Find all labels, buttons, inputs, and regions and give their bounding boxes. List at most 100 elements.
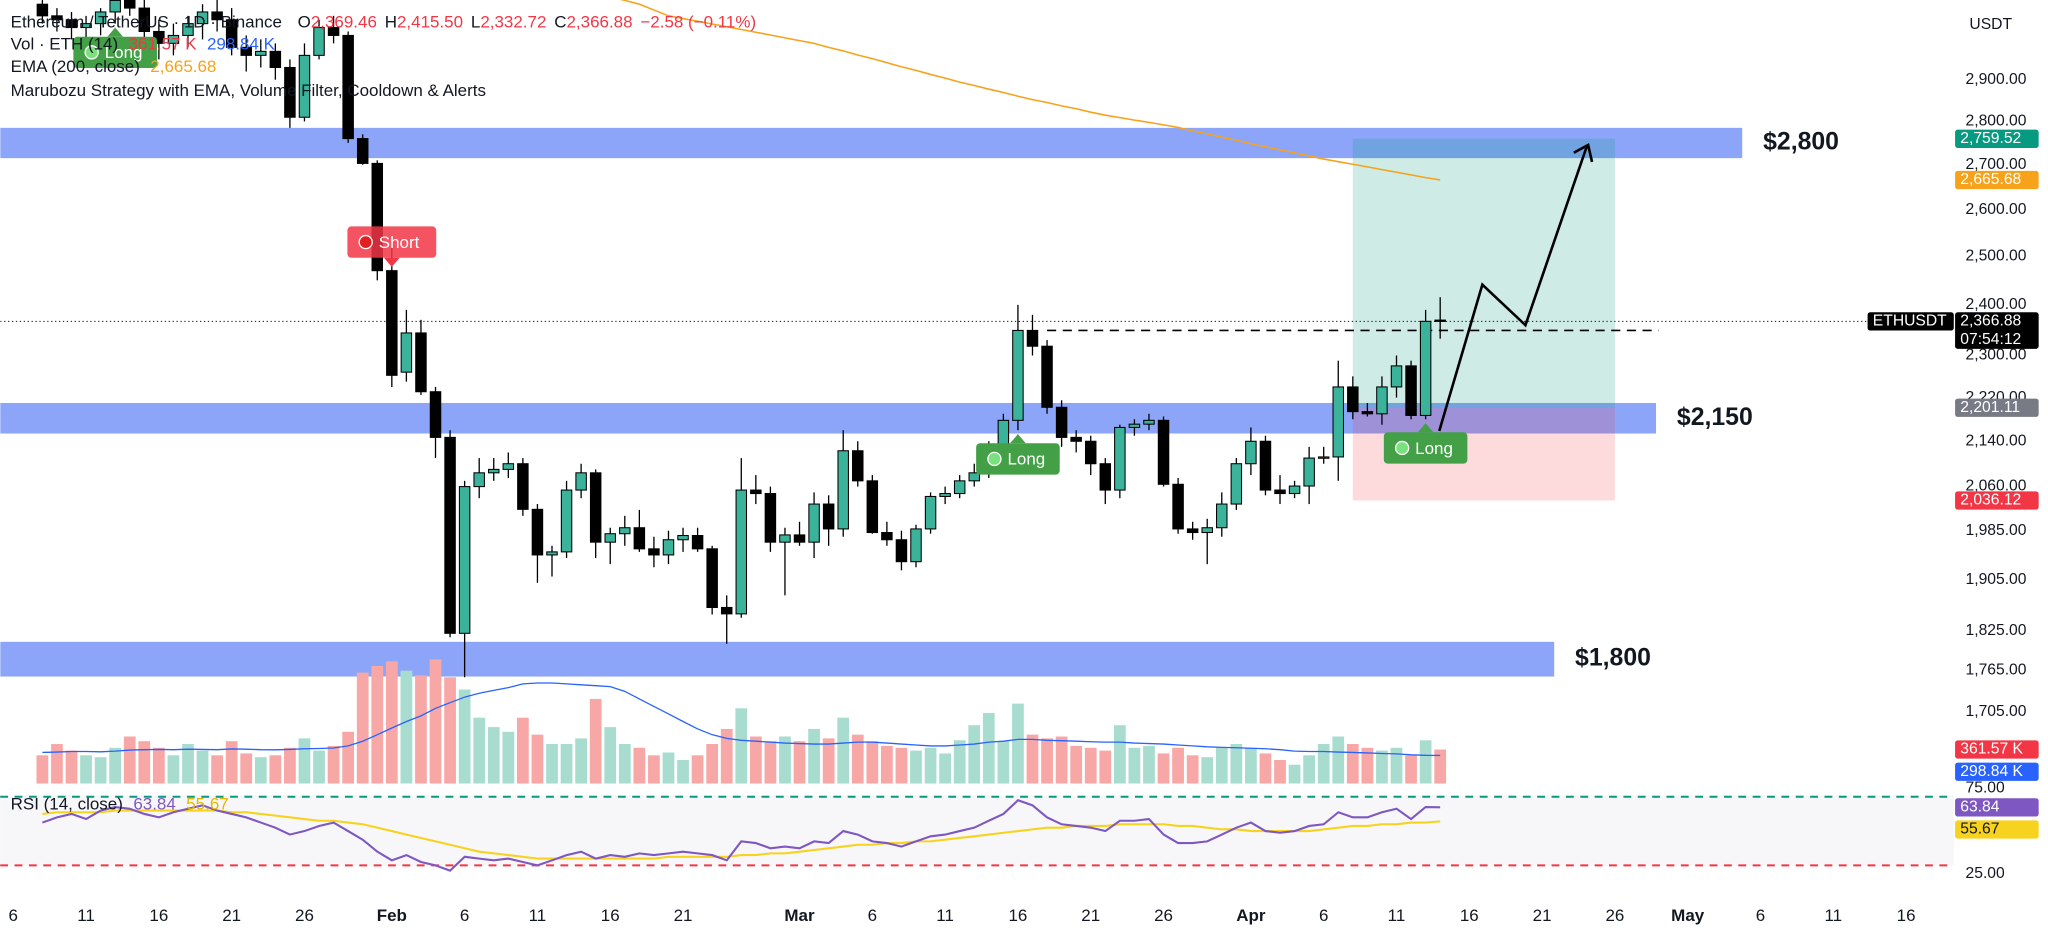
volume-bar (531, 734, 544, 784)
ema-legend: EMA (200, close) 2,665.68 (11, 57, 217, 76)
candle-body (1288, 485, 1301, 495)
candle-body (1274, 489, 1286, 495)
x-tick-label: 16 (601, 906, 620, 925)
projection-arrow (1438, 142, 1594, 432)
volume-bar (866, 741, 879, 784)
candle-body (750, 489, 762, 495)
candle-body (444, 436, 456, 634)
volume-bar (182, 744, 194, 784)
zone-label: $2,150 (1677, 404, 1753, 431)
candle-body (1230, 463, 1243, 505)
x-tick-label: 6 (1319, 906, 1328, 925)
rsi-value: 63.84 (133, 795, 175, 814)
candle-body (691, 535, 704, 550)
volume-bar (1390, 747, 1403, 784)
candle-body (852, 450, 864, 482)
candle-body (1012, 329, 1024, 421)
x-tick-label: 6 (9, 906, 18, 925)
volume-bar (444, 677, 456, 784)
volume-bar (152, 747, 165, 784)
candle-body (327, 27, 340, 36)
candle-body (822, 503, 835, 530)
rsi-tag-bg (1955, 798, 2039, 817)
candle-body (429, 391, 442, 438)
volume-bar (982, 713, 995, 784)
volume-bar (1143, 745, 1155, 784)
signal-dot (358, 234, 373, 250)
volume-bar (779, 736, 791, 784)
volume-bar (1012, 703, 1024, 784)
volume-bar (764, 741, 777, 784)
symbol: Ethereum / TetherUS · 1D · Binance (11, 13, 282, 32)
ema-name: EMA (200, close) (11, 57, 140, 76)
candle-body (1390, 365, 1403, 388)
x-tick-label: 6 (868, 906, 877, 925)
candle-body (65, 19, 78, 29)
x-tick-label: 16 (1008, 906, 1027, 925)
y-tick-label: 2,800.00 (1966, 113, 2027, 130)
volume-bar (342, 731, 355, 784)
signal-label: Long (1415, 439, 1453, 458)
x-tick-label: 11 (936, 906, 954, 925)
candle-body (1419, 320, 1432, 416)
candle-body (1128, 423, 1141, 428)
candle-body (502, 463, 515, 470)
x-tick-label: 6 (460, 906, 469, 925)
time-axis (0, 901, 2048, 935)
volume-bar (516, 717, 529, 784)
volume-bar (327, 745, 340, 784)
ema-value: 2,665.68 (150, 57, 216, 76)
x-tick-label: 11 (529, 906, 547, 925)
candle-body (1026, 329, 1039, 347)
volume-bar (356, 672, 369, 784)
rsi-band-fill (0, 795, 1954, 866)
volume-bar (1084, 747, 1097, 784)
candle-body (1376, 386, 1388, 415)
volume-bar (677, 760, 689, 784)
candle-body (968, 472, 980, 482)
x-tick-label: Apr (1236, 906, 1266, 925)
y-tick-label: 2,300.00 (1966, 347, 2027, 364)
rsi-ma-line (42, 809, 1441, 860)
volume-bar (240, 753, 253, 784)
volume-bar (94, 757, 107, 784)
candle-body (808, 503, 820, 543)
rsi-tick-label: 75.00 (1966, 779, 2005, 796)
candle-body (1216, 503, 1228, 529)
volume-bar (1434, 749, 1447, 784)
volume-bar (254, 757, 267, 784)
volume-bar (1274, 760, 1286, 784)
candle-body (560, 489, 573, 553)
candle-body (1405, 365, 1417, 416)
candle-body (284, 66, 296, 118)
volume-bar (1332, 736, 1345, 784)
candle-body (356, 138, 369, 164)
volume-bar (487, 727, 500, 784)
candle-body (648, 548, 660, 556)
volume-bar (1376, 750, 1388, 784)
y-tick-label: 2,140.00 (1966, 432, 2027, 449)
volume-bar (1230, 744, 1243, 784)
candle-body (677, 535, 689, 541)
candle-body (633, 527, 646, 550)
zone-label: $1,800 (1575, 645, 1651, 672)
volume-bar (167, 755, 180, 784)
x-tick-label: 21 (674, 906, 693, 925)
volume-tag-bg (1955, 740, 2039, 759)
signal-dot (1394, 440, 1410, 456)
candle-body (1172, 483, 1184, 530)
target-tag-bg (1955, 129, 2039, 148)
candle-body (793, 534, 806, 543)
volume-bar (225, 741, 238, 784)
candle-body (211, 11, 223, 21)
x-tick-label: 6 (1756, 906, 1765, 925)
indicator-lines (0, 0, 1954, 757)
volume-bar (1215, 747, 1228, 784)
candle-body (1201, 527, 1213, 534)
y-tick-label: 2,900.00 (1966, 71, 2027, 88)
y-tick-label: 2,400.00 (1966, 296, 2027, 313)
volume-bar (1172, 747, 1184, 784)
volume-bar (415, 675, 427, 784)
volume-bar (211, 755, 223, 784)
